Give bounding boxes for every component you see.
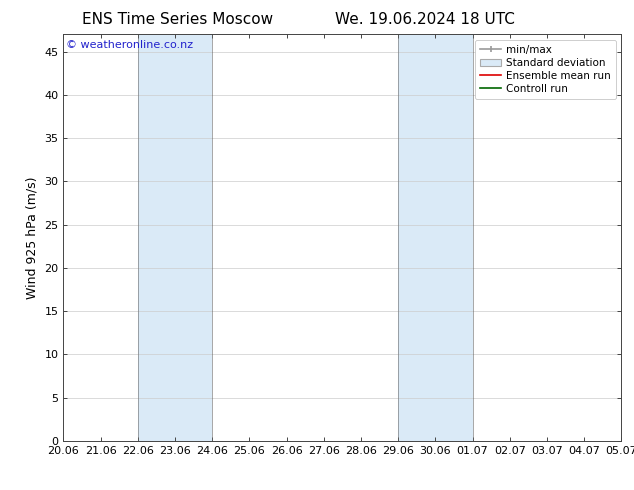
- Bar: [398, 34, 472, 441]
- Bar: [138, 34, 212, 441]
- Text: © weatheronline.co.nz: © weatheronline.co.nz: [66, 40, 193, 50]
- Y-axis label: Wind 925 hPa (m/s): Wind 925 hPa (m/s): [26, 176, 39, 299]
- Text: ENS Time Series Moscow: ENS Time Series Moscow: [82, 12, 273, 27]
- Text: We. 19.06.2024 18 UTC: We. 19.06.2024 18 UTC: [335, 12, 515, 27]
- Legend: min/max, Standard deviation, Ensemble mean run, Controll run: min/max, Standard deviation, Ensemble me…: [475, 40, 616, 99]
